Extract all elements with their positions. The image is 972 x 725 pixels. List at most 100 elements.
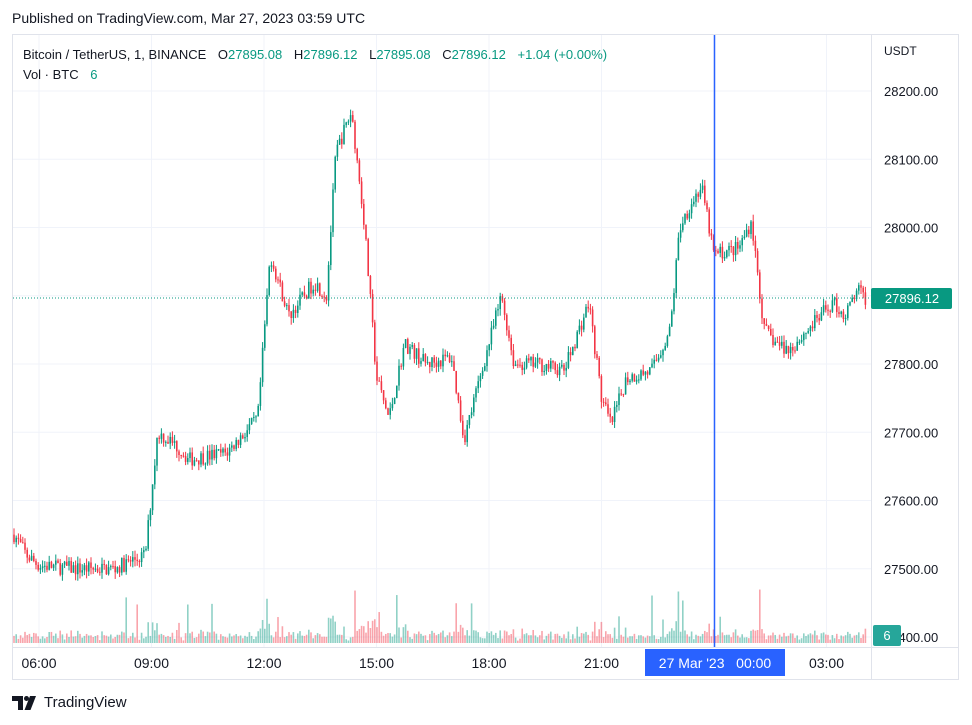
volume-bar [530,635,532,643]
volume-bar [61,634,64,643]
volume-bar [860,637,862,643]
volume-bar [422,635,424,643]
volume-bar [118,634,121,643]
candle-body [468,414,471,425]
volume-bar [818,639,820,643]
candle-body [772,334,774,345]
volume-bar [94,636,97,643]
candle-body [37,564,39,570]
volume-bar [803,633,805,643]
candle-body [693,201,695,205]
chart-frame[interactable] [12,34,959,680]
volume-bar [838,639,840,643]
candle-body [429,362,431,368]
candle-body [314,289,317,291]
candle-body [114,566,116,573]
candle-body [19,539,22,543]
candle-body [57,560,59,564]
ohlc-row: Bitcoin / TetherUS, 1, BINANCE O27895.08… [23,45,607,65]
tradingview-logo[interactable]: TradingView [12,694,127,711]
volume-bar [52,635,55,643]
candle-body [638,379,640,381]
candle-body [671,311,673,327]
candle-body [279,279,281,283]
volume-bar [173,638,176,643]
candle-body [514,364,517,367]
candle-body [519,364,521,366]
candle-body [543,370,545,373]
candle-body [116,567,119,573]
volume-bar [400,637,402,643]
candle-body [431,357,433,368]
candle-body [453,361,455,371]
candle-body [778,342,781,346]
candle-body [30,555,33,561]
volume-bar [145,636,147,643]
volume-bar [176,629,178,643]
candle-body [246,430,248,438]
volume-bar [629,636,631,643]
volume-bar [772,632,774,643]
candle-body [154,465,156,485]
volume-bar [565,638,567,643]
candle-body [627,377,629,383]
volume-bar [827,634,829,643]
volume-bar [816,635,818,643]
candle-body [616,405,618,407]
volume-bar [558,635,561,643]
volume-bar [499,630,501,643]
candle-body [631,374,633,381]
candle-body [536,357,539,363]
time-axis: 06:00 09:00 12:00 15:00 18:00 21:00 03:00 [21,655,844,671]
symbol-title: Bitcoin / TetherUS, 1, BINANCE [23,47,207,62]
volume-bar [484,638,486,643]
volume-bar [382,635,385,643]
volume-bar [455,603,457,643]
candle-body [420,361,422,364]
volume-bar [578,636,581,643]
volume-bar [264,628,266,643]
volume-bar [664,637,666,643]
candle-body [853,297,856,300]
candle-body [127,559,130,561]
volume-bar [376,627,378,643]
volume-bar [545,635,548,643]
volume-bar [13,635,15,643]
candle-body [811,326,814,329]
candle-body [327,265,330,301]
volume-bar [292,632,295,643]
candle-body [457,392,460,401]
volume-bar [787,635,790,643]
candle-body [402,348,405,367]
volume-bar [519,638,521,643]
candle-body [189,452,191,459]
candle-body [545,363,548,371]
candle-body [455,370,457,393]
volume-bar [651,595,653,643]
volume-bar [618,616,620,643]
volume-bar [765,639,768,643]
volume-bar [550,631,552,643]
candle-body [563,364,565,371]
volume-bar [121,631,123,643]
candle-body [217,449,220,451]
candle-body [393,397,396,404]
volume-bar [541,630,543,643]
volume-bar [657,639,660,643]
candle-body [261,347,264,383]
volume-bar [158,634,160,643]
candle-body [803,333,805,341]
volume-bar [228,633,231,643]
candle-body [354,121,356,149]
candle-body [862,287,864,293]
volume-bar [699,636,702,643]
volume-bar [633,633,636,643]
candle-body [250,417,253,425]
candle-body [712,235,715,251]
volume-bar [492,634,495,643]
volume-bar [220,634,222,643]
volume-bar [138,639,141,643]
candle-body [310,281,312,294]
candle-body [28,557,31,561]
